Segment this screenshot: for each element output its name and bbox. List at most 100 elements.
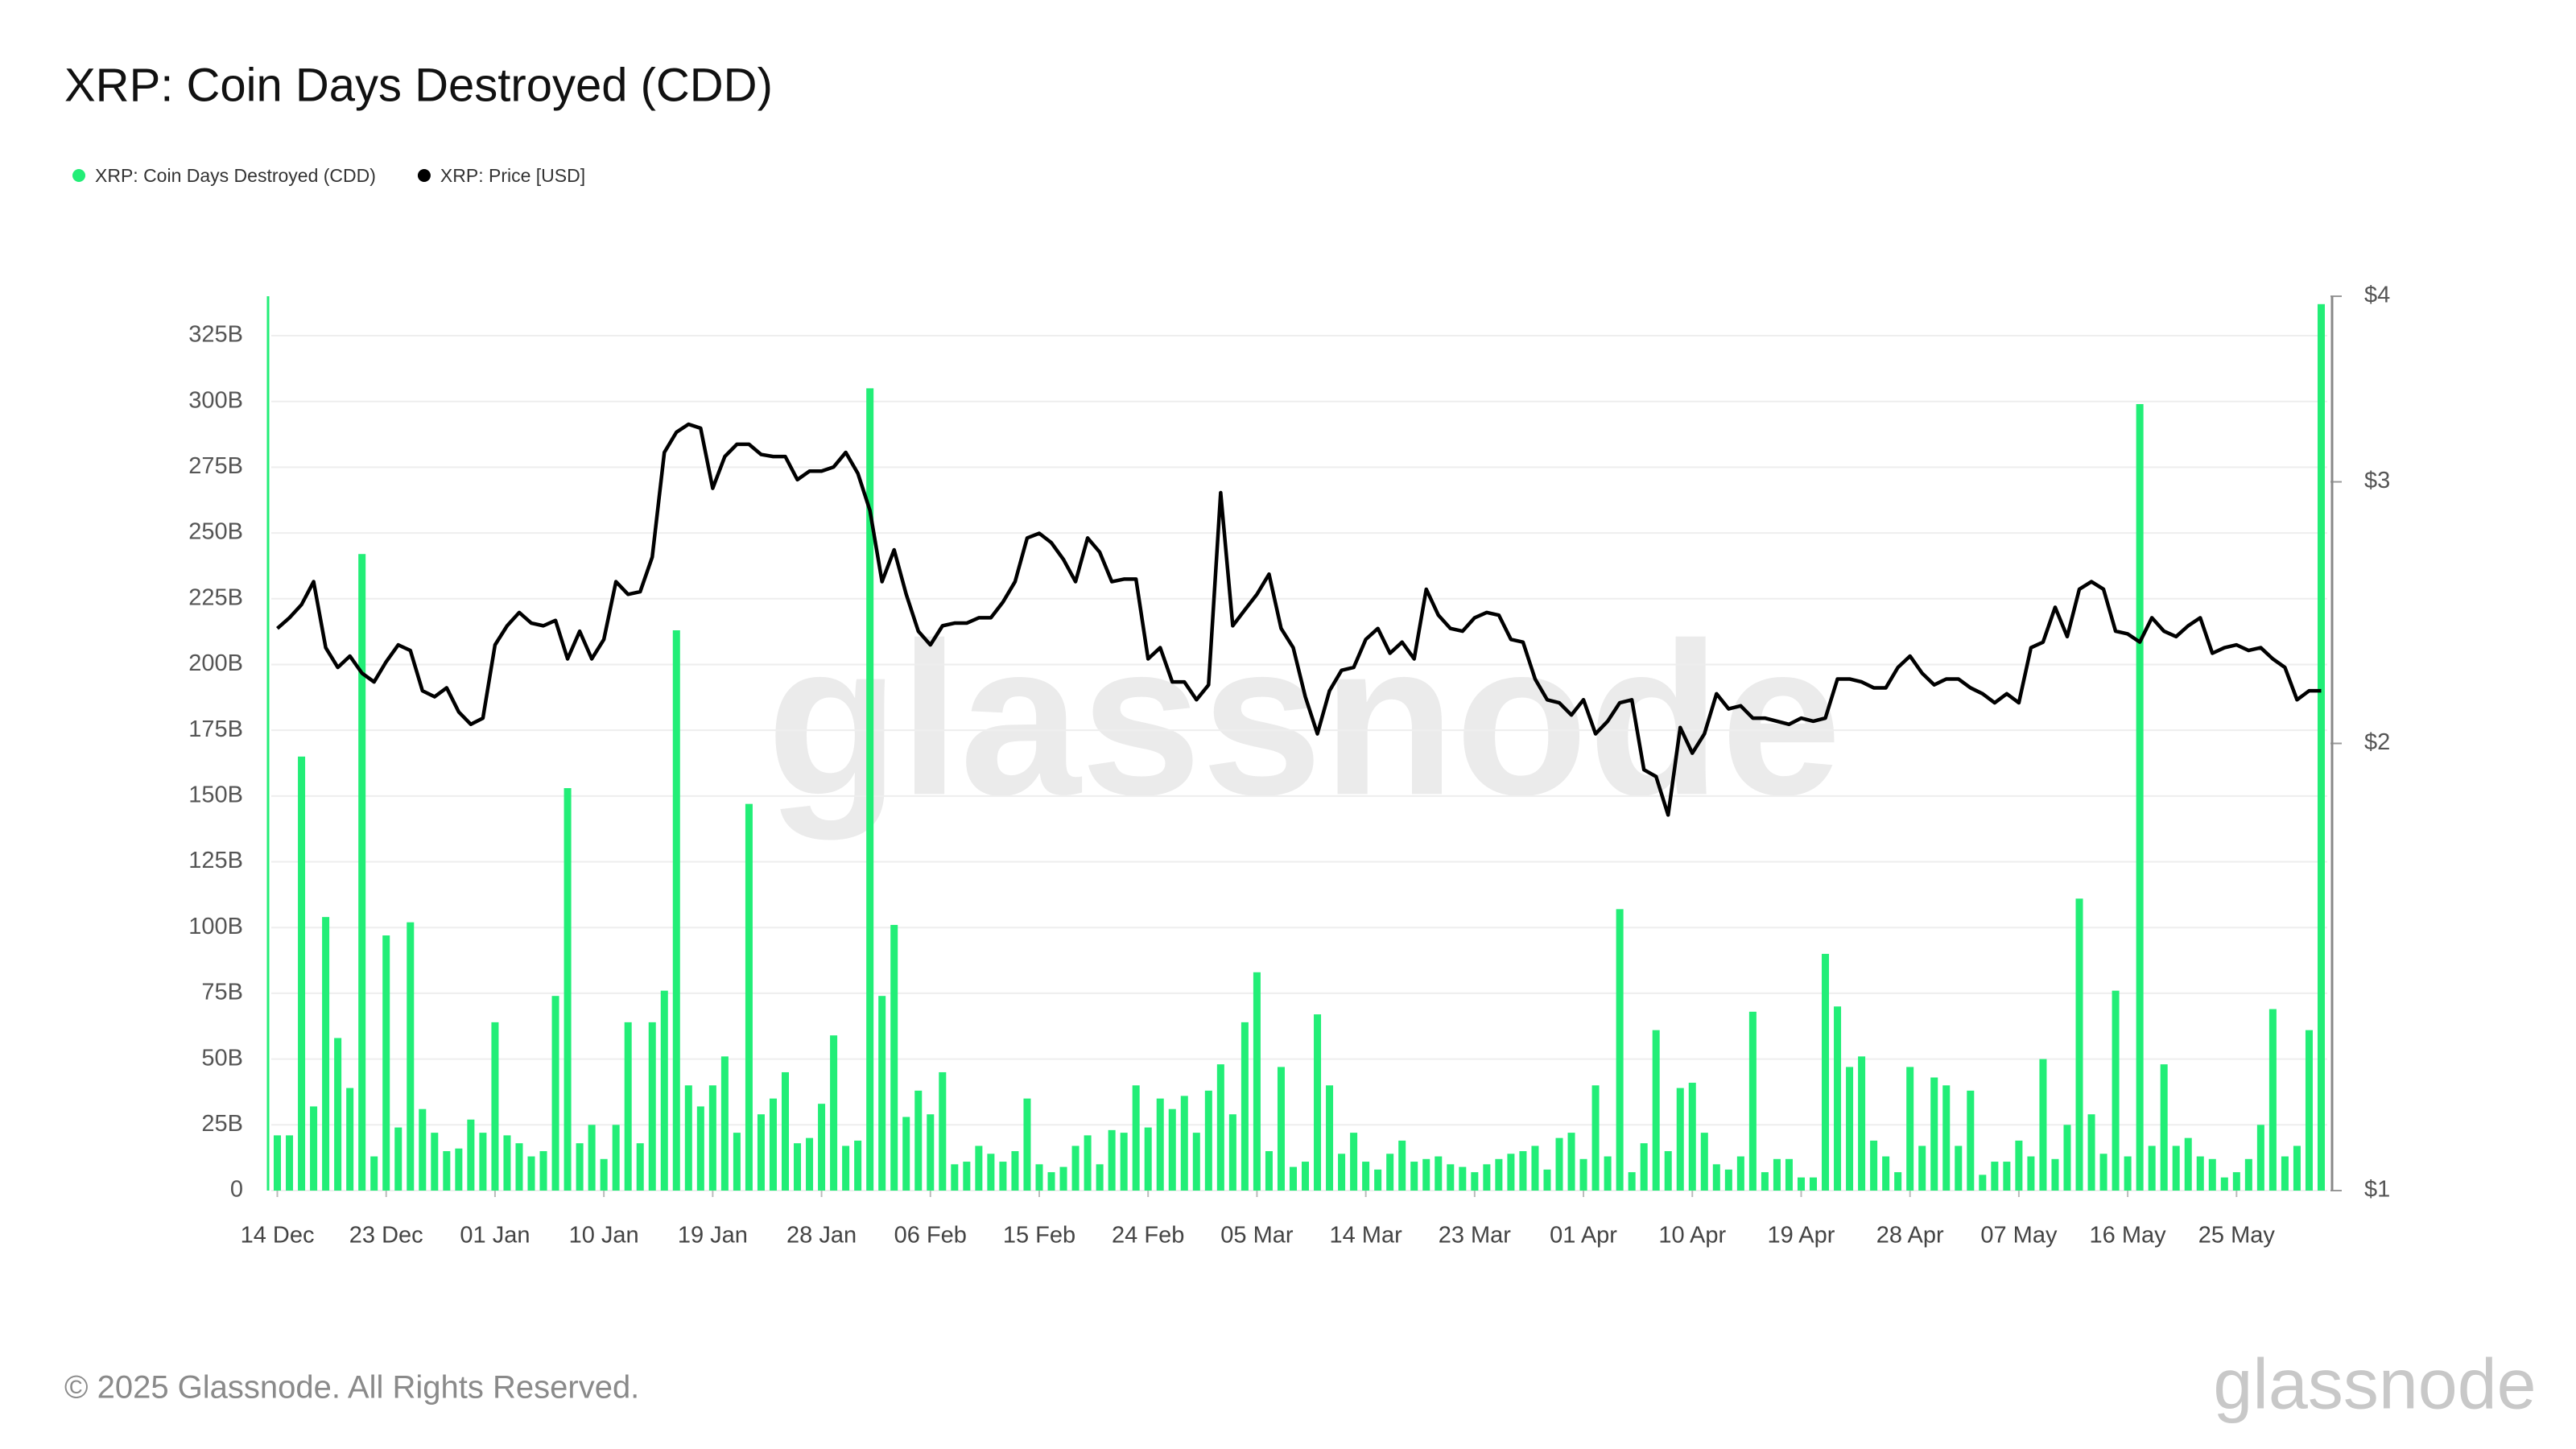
bar: [1906, 1067, 1914, 1191]
chart-title: XRP: Coin Days Destroyed (CDD): [64, 59, 773, 111]
bar: [1071, 1146, 1080, 1191]
bar: [2148, 1146, 2156, 1191]
bar: [2208, 1158, 2216, 1191]
bar: [1967, 1090, 1975, 1191]
bar: [1664, 1150, 1672, 1191]
bar: [1338, 1154, 1346, 1191]
bar: [757, 1114, 765, 1191]
bar: [1761, 1172, 1769, 1191]
bar: [2317, 303, 2325, 1191]
bar: [1374, 1169, 1382, 1191]
bar: [2196, 1156, 2204, 1191]
bar: [1822, 953, 1830, 1191]
bar: [1616, 909, 1624, 1191]
bar: [842, 1146, 850, 1191]
y2-tick-label: $1: [2364, 1177, 2390, 1203]
bar: [878, 996, 886, 1191]
x-tick-label: 06 Feb: [894, 1223, 967, 1249]
bar: [1797, 1177, 1805, 1191]
bar: [1132, 1085, 1140, 1191]
bar: [1144, 1127, 1152, 1191]
bar: [1192, 1133, 1200, 1191]
y-tick-label: 0: [230, 1177, 243, 1203]
bar: [720, 1056, 729, 1191]
bar: [2256, 1125, 2264, 1191]
bar: [914, 1090, 923, 1191]
x-tick-label: 28 Apr: [1876, 1223, 1944, 1249]
y-tick-label: 200B: [188, 650, 243, 676]
bar: [2184, 1137, 2192, 1191]
x-tick-label: 10 Jan: [569, 1223, 639, 1249]
bar: [1447, 1164, 1455, 1191]
bar: [346, 1088, 354, 1191]
x-tick-label: 01 Jan: [460, 1223, 530, 1249]
x-tick-label: 23 Dec: [349, 1223, 423, 1249]
bar: [1894, 1172, 1902, 1191]
bar: [407, 922, 415, 1191]
y-tick-label: 125B: [188, 848, 243, 873]
bar: [781, 1071, 790, 1191]
bar: [866, 388, 874, 1191]
bar: [1507, 1154, 1515, 1191]
bar: [1712, 1164, 1720, 1191]
x-tick-label: 05 Mar: [1220, 1223, 1294, 1249]
y-tick-label: 250B: [188, 519, 243, 545]
logo: glassnode: [2213, 1344, 2536, 1423]
bar: [1979, 1174, 1987, 1191]
bar: [2268, 1009, 2277, 1191]
y-tick-label: 50B: [201, 1045, 243, 1071]
bar: [830, 1035, 838, 1191]
bar: [1579, 1158, 1587, 1191]
copyright: © 2025 Glassnode. All Rights Reserved.: [64, 1370, 639, 1406]
x-tick-label: 14 Dec: [241, 1223, 315, 1249]
bar: [1059, 1166, 1067, 1191]
bar: [1277, 1067, 1285, 1191]
bar: [1543, 1169, 1551, 1191]
bar: [1120, 1133, 1128, 1191]
bar: [1846, 1067, 1854, 1191]
bar: [467, 1119, 475, 1191]
bar: [1676, 1088, 1684, 1191]
bar: [624, 1022, 632, 1191]
x-tick-label: 28 Jan: [786, 1223, 857, 1249]
bar: [745, 803, 753, 1191]
bar: [576, 1143, 584, 1191]
x-tick-label: 19 Apr: [1768, 1223, 1835, 1249]
bar: [1930, 1077, 1938, 1191]
bar: [2136, 403, 2144, 1191]
x-tick-label: 23 Mar: [1439, 1223, 1512, 1249]
y-tick-label: 175B: [188, 716, 243, 742]
x-tick-label: 10 Apr: [1658, 1223, 1726, 1249]
bar: [1809, 1177, 1818, 1191]
bar: [2112, 990, 2120, 1191]
bar: [2087, 1114, 2095, 1191]
bar: [672, 630, 680, 1191]
bar: [1483, 1164, 1491, 1191]
bar: [2063, 1125, 2071, 1191]
bar: [927, 1114, 935, 1191]
bar: [1700, 1133, 1708, 1191]
bar: [358, 554, 366, 1191]
bar: [564, 788, 572, 1191]
bar: [431, 1133, 439, 1191]
bar: [1870, 1140, 1878, 1191]
bar: [1096, 1164, 1104, 1191]
bar: [648, 1022, 656, 1191]
y-tick-label: 100B: [188, 914, 243, 939]
bar: [818, 1104, 826, 1191]
bar: [2124, 1156, 2132, 1191]
bar: [1398, 1140, 1406, 1191]
y2-tick-label: $3: [2364, 468, 2390, 493]
bar: [600, 1158, 608, 1191]
watermark: glassnode: [766, 598, 1841, 841]
bar: [527, 1156, 535, 1191]
bar: [1604, 1156, 1612, 1191]
bar: [370, 1156, 378, 1191]
bar: [1422, 1158, 1430, 1191]
bar: [1228, 1114, 1236, 1191]
y-tick-label: 225B: [188, 584, 243, 610]
bar: [1410, 1162, 1418, 1191]
legend-label: XRP: Coin Days Destroyed (CDD): [95, 165, 376, 186]
bar: [551, 996, 559, 1191]
bar: [1435, 1156, 1443, 1191]
